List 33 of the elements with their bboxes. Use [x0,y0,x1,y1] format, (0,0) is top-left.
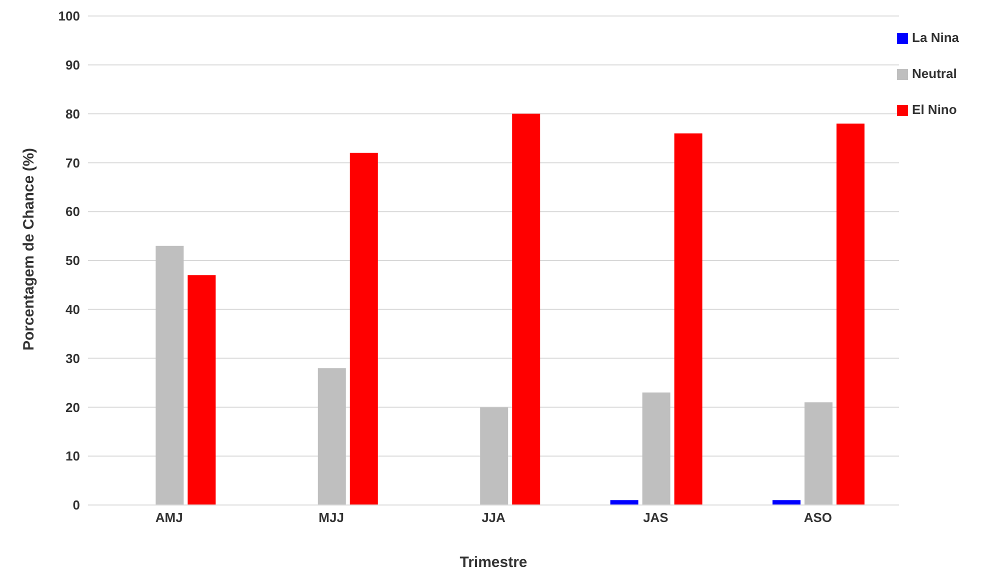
x-tick-label: MJJ [318,510,344,526]
bar [772,500,801,505]
y-tick-label: 30 [66,350,80,366]
x-tick-label: JJA [482,510,506,526]
y-axis-title: Porcentagem de Chance (%) [20,148,38,350]
x-axis-title: Trimestre [460,554,528,571]
y-tick-label: 60 [66,204,80,220]
legend-label: El Nino [912,102,957,117]
y-tick-label: 80 [66,106,80,122]
x-tick-label: JAS [643,510,669,526]
legend-label: Neutral [912,66,957,81]
y-tick-label: 0 [72,498,80,513]
bar [836,124,865,505]
y-tick-label: 20 [66,400,80,415]
bar [512,114,540,505]
y-tick-label: 40 [66,302,80,318]
bar [674,133,702,505]
bar [642,392,670,505]
bar [610,500,638,505]
legend-label: La Nina [912,30,959,45]
y-tick-label: 100 [58,8,80,24]
bar [804,402,833,505]
bar [350,152,378,505]
y-tick-label: 50 [66,253,80,268]
y-tick-label: 90 [66,58,80,73]
bar [156,246,184,505]
y-tick-label: 70 [66,155,80,170]
y-tick-label: 10 [66,448,80,464]
bar [318,368,346,505]
bar [188,275,216,505]
bar [480,407,508,505]
x-tick-label: ASO [804,510,832,526]
x-tick-label: AMJ [155,510,183,526]
